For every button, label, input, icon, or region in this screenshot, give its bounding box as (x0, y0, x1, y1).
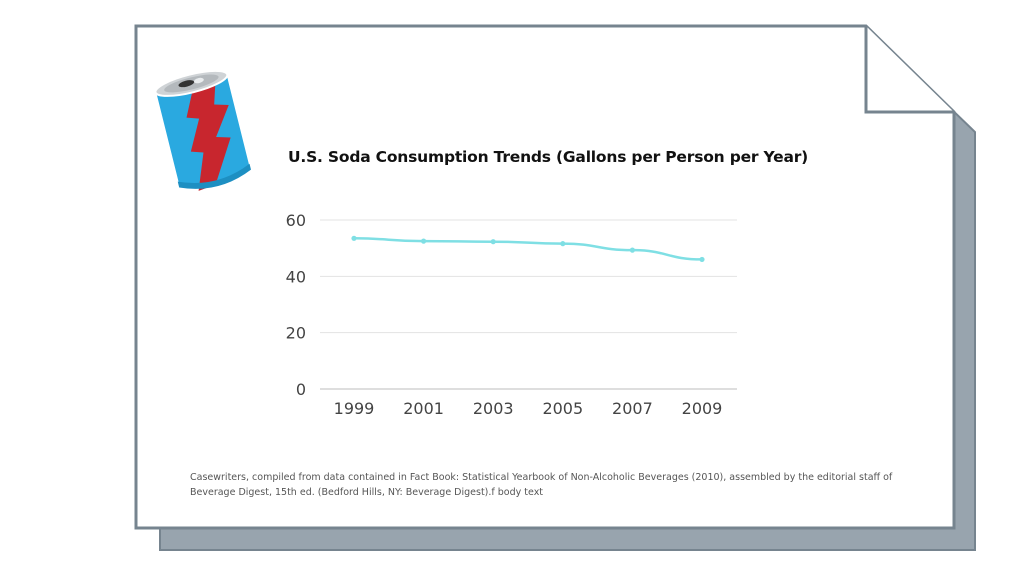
soda-can-icon (154, 69, 252, 191)
document-fold (864, 26, 954, 114)
series-line (352, 237, 704, 261)
y-tick-label: 60 (286, 211, 306, 230)
y-tick-label: 0 (296, 380, 306, 399)
data-point (560, 241, 566, 247)
x-tick-label: 2009 (682, 399, 723, 418)
data-point (421, 238, 427, 244)
x-tick-label: 2003 (473, 399, 514, 418)
document-page (134, 24, 956, 530)
data-point (699, 256, 705, 263)
x-tick-label: 2005 (542, 399, 583, 418)
x-tick-label: 2007 (612, 399, 653, 418)
x-tick-label: 1999 (334, 399, 375, 418)
source-note: Casewriters, compiled from data containe… (190, 472, 893, 498)
data-point (490, 239, 496, 245)
y-tick-label: 20 (286, 324, 306, 343)
data-point (629, 247, 636, 253)
y-tick-label: 40 (286, 267, 306, 286)
x-tick-label: 2001 (403, 399, 444, 418)
chart-title: U.S. Soda Consumption Trends (Gallons pe… (288, 148, 809, 166)
data-point (351, 235, 357, 241)
